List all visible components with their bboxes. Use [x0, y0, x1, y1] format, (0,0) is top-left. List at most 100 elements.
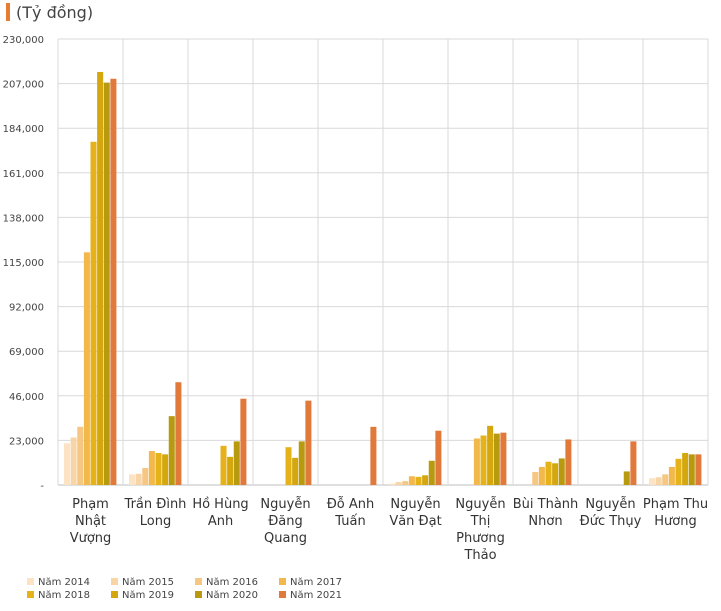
bar-năm-2018	[545, 461, 552, 485]
bar-năm-2016	[532, 472, 539, 485]
bar-năm-2015	[655, 477, 662, 485]
bar-năm-2015	[70, 437, 77, 485]
bar-năm-2016	[142, 467, 149, 485]
bar-năm-2019	[227, 456, 234, 485]
bar-năm-2017	[473, 438, 480, 485]
bar-năm-2021	[565, 439, 572, 485]
legend-label: Năm 2017	[290, 577, 342, 588]
bar-năm-2020	[428, 460, 435, 485]
legend-label: Năm 2019	[122, 590, 174, 601]
bar-năm-2019	[682, 453, 689, 485]
x-category-label: Hồ Hùng Anh	[192, 497, 248, 529]
bar-năm-2020	[623, 471, 630, 485]
bar-năm-2020	[233, 441, 240, 485]
bar-năm-2018	[675, 458, 682, 485]
bar-năm-2016	[662, 474, 669, 485]
unit-label: (Tỷ đồng)	[16, 2, 94, 22]
y-tick-label: 138,000	[3, 213, 44, 224]
bar-năm-2020	[168, 416, 175, 485]
x-category-label: Đỗ Anh Tuấn	[327, 497, 375, 529]
bar-năm-2018	[90, 141, 97, 485]
bar-năm-2020	[493, 433, 500, 485]
unit-accent-bar	[6, 3, 10, 21]
y-tick-label: 115,000	[3, 258, 44, 269]
bar-năm-2021	[630, 441, 637, 485]
bars-layer	[64, 71, 702, 486]
y-tick-label: 92,000	[9, 303, 44, 314]
bar-năm-2018	[480, 435, 487, 485]
bar-năm-2014	[129, 474, 136, 485]
legend-label: Năm 2020	[206, 590, 258, 601]
y-tick-label: 46,000	[9, 392, 44, 403]
y-axis-ticks: - 23,000 46,000 69,000 92,000 115,000 138,000 1…	[3, 35, 45, 492]
bar-năm-2018	[415, 476, 422, 485]
bar-năm-2021	[305, 400, 312, 485]
y-tick-label: 230,000	[3, 35, 44, 46]
bar-năm-2015	[395, 482, 402, 485]
bar-năm-2020	[103, 82, 110, 485]
legend-swatch	[27, 578, 34, 585]
legend-swatch	[195, 591, 202, 598]
legend-label: Năm 2015	[122, 577, 174, 588]
legend-swatch	[195, 578, 202, 585]
bar-năm-2019	[97, 71, 104, 486]
bar-năm-2019	[552, 463, 559, 485]
x-category-label: Trần Đình Long	[124, 497, 187, 529]
bar-năm-2019	[422, 475, 429, 485]
y-tick-label: 69,000	[9, 347, 44, 358]
bar-năm-2020	[688, 454, 695, 485]
bar-năm-2020	[298, 441, 305, 485]
bar-năm-2021	[370, 426, 377, 485]
y-tick-label: 207,000	[3, 80, 44, 91]
bar-năm-2017	[408, 476, 415, 485]
y-tick-label: -	[40, 481, 44, 492]
x-category-label: Phạm Nhật Vượng	[70, 497, 112, 546]
bar-năm-2017	[83, 252, 90, 485]
bar-năm-2017	[668, 466, 675, 485]
bar-năm-2019	[487, 425, 494, 485]
legend-swatch	[27, 591, 34, 598]
legend: Năm 2014 Năm 2015 Năm 2016 Năm 2017 Năm 2018…	[27, 577, 342, 601]
y-tick-label: 161,000	[3, 169, 44, 180]
legend-label: Năm 2018	[38, 590, 90, 601]
legend-swatch	[111, 591, 118, 598]
y-tick-label: 184,000	[3, 124, 44, 135]
bar-năm-2021	[435, 430, 442, 485]
bar-năm-2021	[240, 398, 247, 485]
bar-năm-2016	[77, 426, 84, 485]
x-category-label: Bùi Thành Nhơn	[513, 497, 579, 529]
legend-label: Năm 2014	[38, 577, 90, 588]
bar-năm-2021	[110, 78, 117, 486]
bar-năm-2017	[148, 451, 155, 485]
legend-swatch	[279, 591, 286, 598]
x-category-label: Nguyễn Đức Thụy	[580, 497, 642, 529]
bar-năm-2014	[389, 483, 396, 485]
legend-label: Năm 2016	[206, 577, 258, 588]
bar-năm-2014	[649, 478, 656, 485]
bar-năm-2021	[500, 432, 507, 485]
x-category-label: Phạm Thu Hương	[643, 497, 708, 529]
bar-năm-2015	[135, 473, 142, 485]
legend-swatch	[111, 578, 118, 585]
legend-swatch	[279, 578, 286, 585]
x-category-label: Nguyễn Văn Đạt	[389, 497, 441, 529]
bar-năm-2019	[162, 454, 169, 485]
bar-năm-2019	[292, 457, 299, 485]
bar-năm-2018	[155, 453, 162, 485]
bar-năm-2018	[285, 447, 292, 485]
bar-năm-2018	[220, 445, 227, 485]
x-category-label: Nguyễn Thị Phương Thảo	[455, 497, 505, 563]
bar-năm-2017	[538, 466, 545, 485]
legend-label: Năm 2021	[290, 590, 342, 601]
bar-năm-2021	[175, 382, 182, 485]
bar-năm-2021	[695, 454, 702, 485]
bar-năm-2014	[64, 443, 71, 485]
unit-label-group: (Tỷ đồng)	[6, 1, 93, 23]
bar-năm-2020	[558, 458, 565, 485]
bar-năm-2016	[402, 481, 409, 485]
y-tick-label: 23,000	[9, 436, 44, 447]
grid-layer	[57, 38, 709, 486]
x-category-label: Nguyễn Đăng Quang	[260, 497, 310, 546]
